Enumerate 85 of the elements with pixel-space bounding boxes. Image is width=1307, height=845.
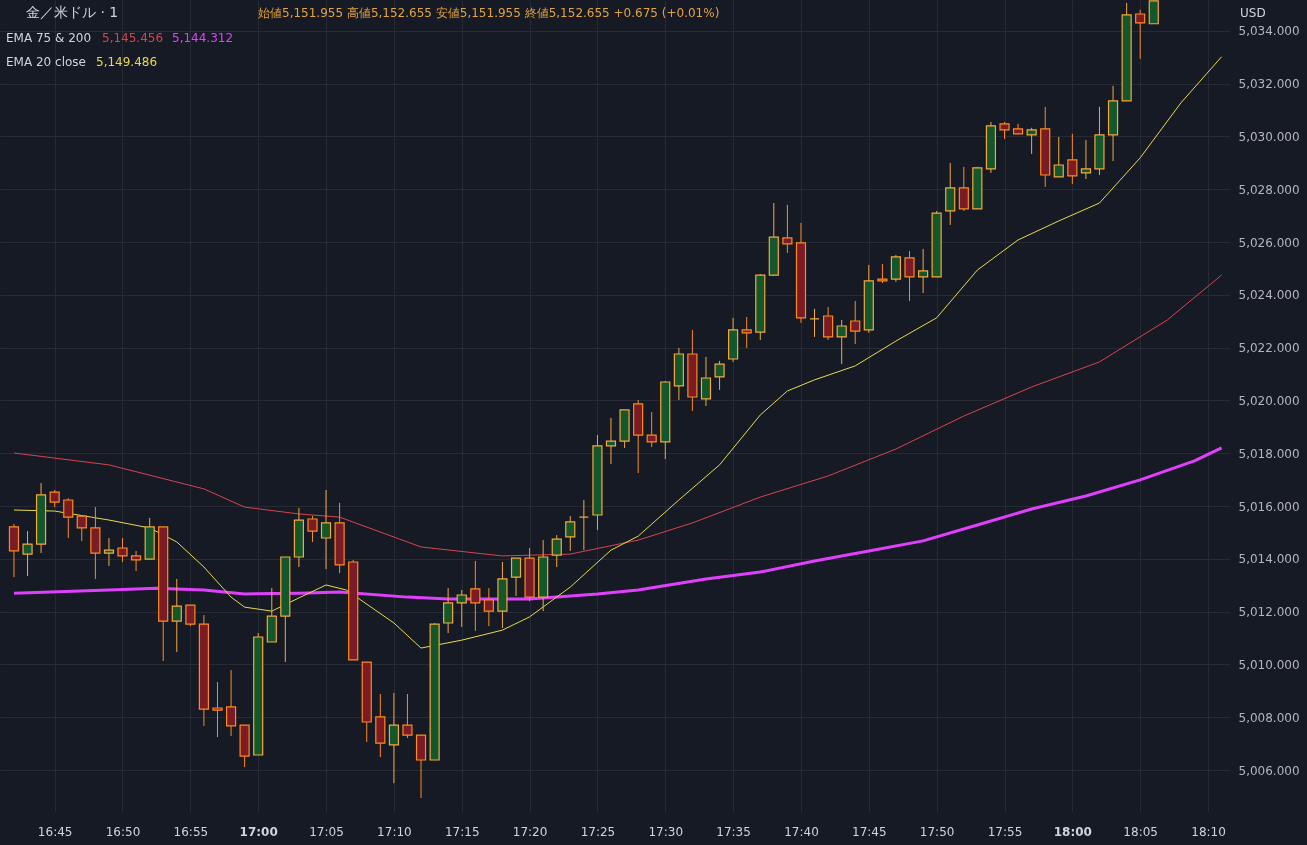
annotation: 5,145.456 bbox=[102, 31, 164, 45]
candlestick bbox=[1080, 139, 1092, 180]
x-tick-label: 18:10 bbox=[1191, 824, 1226, 839]
x-tick-label: 17:55 bbox=[987, 824, 1023, 839]
candlestick bbox=[320, 489, 332, 570]
line-series bbox=[12, 446, 1224, 601]
candlestick bbox=[1026, 127, 1037, 155]
y-tick-label: 5,030.000 bbox=[1238, 129, 1300, 144]
candlestick bbox=[782, 204, 793, 254]
annotation: 5,144.312 bbox=[172, 31, 234, 45]
candlestick bbox=[823, 306, 834, 341]
x-tick-label: 18:00 bbox=[1053, 824, 1092, 839]
candlestick bbox=[918, 248, 929, 294]
candlestick bbox=[225, 669, 237, 737]
x-tick-label: 16:45 bbox=[37, 824, 73, 839]
candlestick bbox=[1135, 9, 1146, 60]
x-tick-label: 17:05 bbox=[309, 824, 344, 839]
candlestick bbox=[1067, 133, 1078, 185]
y-tick-label: 5,012.000 bbox=[1238, 605, 1300, 620]
y-tick-label: 5,034.000 bbox=[1238, 24, 1300, 39]
y-tick-label: 5,032.000 bbox=[1238, 77, 1300, 92]
candlestick bbox=[890, 254, 902, 283]
candlestick bbox=[700, 356, 712, 407]
y-tick-label: 5,008.000 bbox=[1238, 710, 1300, 725]
candlestick bbox=[1053, 136, 1064, 178]
x-tick-label: 16:50 bbox=[105, 824, 141, 839]
y-tick-label: 5,010.000 bbox=[1238, 657, 1300, 672]
candlestick bbox=[185, 604, 196, 627]
candlestick bbox=[850, 300, 861, 345]
x-tick-label: 17:30 bbox=[648, 824, 684, 839]
x-tick-label: 17:10 bbox=[377, 824, 412, 839]
x-tick-label: 17:35 bbox=[716, 824, 751, 839]
candlestick bbox=[836, 319, 847, 365]
x-tick-label: 17:20 bbox=[512, 824, 548, 839]
candlestick bbox=[565, 515, 576, 552]
candlestick bbox=[63, 497, 74, 539]
candlestick bbox=[605, 417, 617, 465]
y-tick-label: 5,014.000 bbox=[1238, 552, 1300, 567]
candlestick bbox=[741, 316, 752, 349]
candlestick bbox=[945, 162, 956, 226]
candlestick bbox=[904, 250, 915, 302]
y-tick-label: 5,018.000 bbox=[1238, 446, 1300, 461]
y-tick-label: 5,026.000 bbox=[1238, 235, 1300, 250]
line-series bbox=[13, 274, 1223, 557]
candlestick bbox=[388, 692, 400, 784]
candlestick bbox=[117, 537, 128, 563]
x-tick-label: 16:55 bbox=[173, 824, 209, 839]
candlestick bbox=[456, 589, 467, 628]
y-tick-label: 5,024.000 bbox=[1238, 288, 1300, 303]
candlestick bbox=[443, 587, 454, 634]
candlestick bbox=[1148, 0, 1159, 25]
candlestick bbox=[646, 411, 657, 448]
x-tick-label: 17:15 bbox=[444, 824, 480, 839]
candlestick bbox=[103, 537, 115, 567]
candlestick bbox=[877, 263, 888, 284]
candlestick bbox=[212, 681, 223, 738]
annotation: EMA 75 & 200 bbox=[6, 31, 92, 45]
x-tick-label: 18:05 bbox=[1123, 824, 1158, 839]
x-tick-label: 17:40 bbox=[784, 824, 819, 839]
candlestick bbox=[171, 578, 182, 653]
y-tick-label: 5,028.000 bbox=[1238, 182, 1300, 197]
candlestick bbox=[307, 515, 318, 543]
annotation: 始値5,151.955 高値5,152.655 安値5,151.955 終値5,152.655 +0.675 (+0.01%) bbox=[258, 6, 720, 20]
x-tick-label: 17:45 bbox=[852, 824, 887, 839]
candlestick bbox=[510, 557, 522, 597]
annotation: EMA 20 close bbox=[6, 55, 86, 69]
x-tick-label: 17:25 bbox=[580, 824, 616, 839]
y-tick-label: 5,016.000 bbox=[1238, 499, 1300, 514]
candlestick bbox=[470, 560, 481, 632]
chart-title: 金／米ドル · 1 bbox=[26, 4, 119, 20]
y-tick-label: 5,020.000 bbox=[1238, 393, 1300, 408]
annotation: 5,149.486 bbox=[96, 55, 158, 69]
candlestick bbox=[958, 166, 969, 212]
x-tick-label: 17:00 bbox=[239, 824, 278, 839]
candlestick bbox=[130, 550, 142, 572]
candlestick bbox=[76, 514, 87, 542]
candlestick bbox=[22, 530, 33, 577]
candlestick bbox=[483, 587, 494, 627]
candlestick bbox=[551, 534, 562, 568]
candlestick bbox=[402, 693, 413, 739]
candlestick bbox=[714, 360, 725, 391]
y-tick-label: 5,006.000 bbox=[1238, 763, 1300, 778]
text: USD bbox=[1240, 6, 1266, 20]
x-tick-label: 17:50 bbox=[919, 824, 955, 839]
y-tick-label: 5,022.000 bbox=[1238, 341, 1300, 356]
